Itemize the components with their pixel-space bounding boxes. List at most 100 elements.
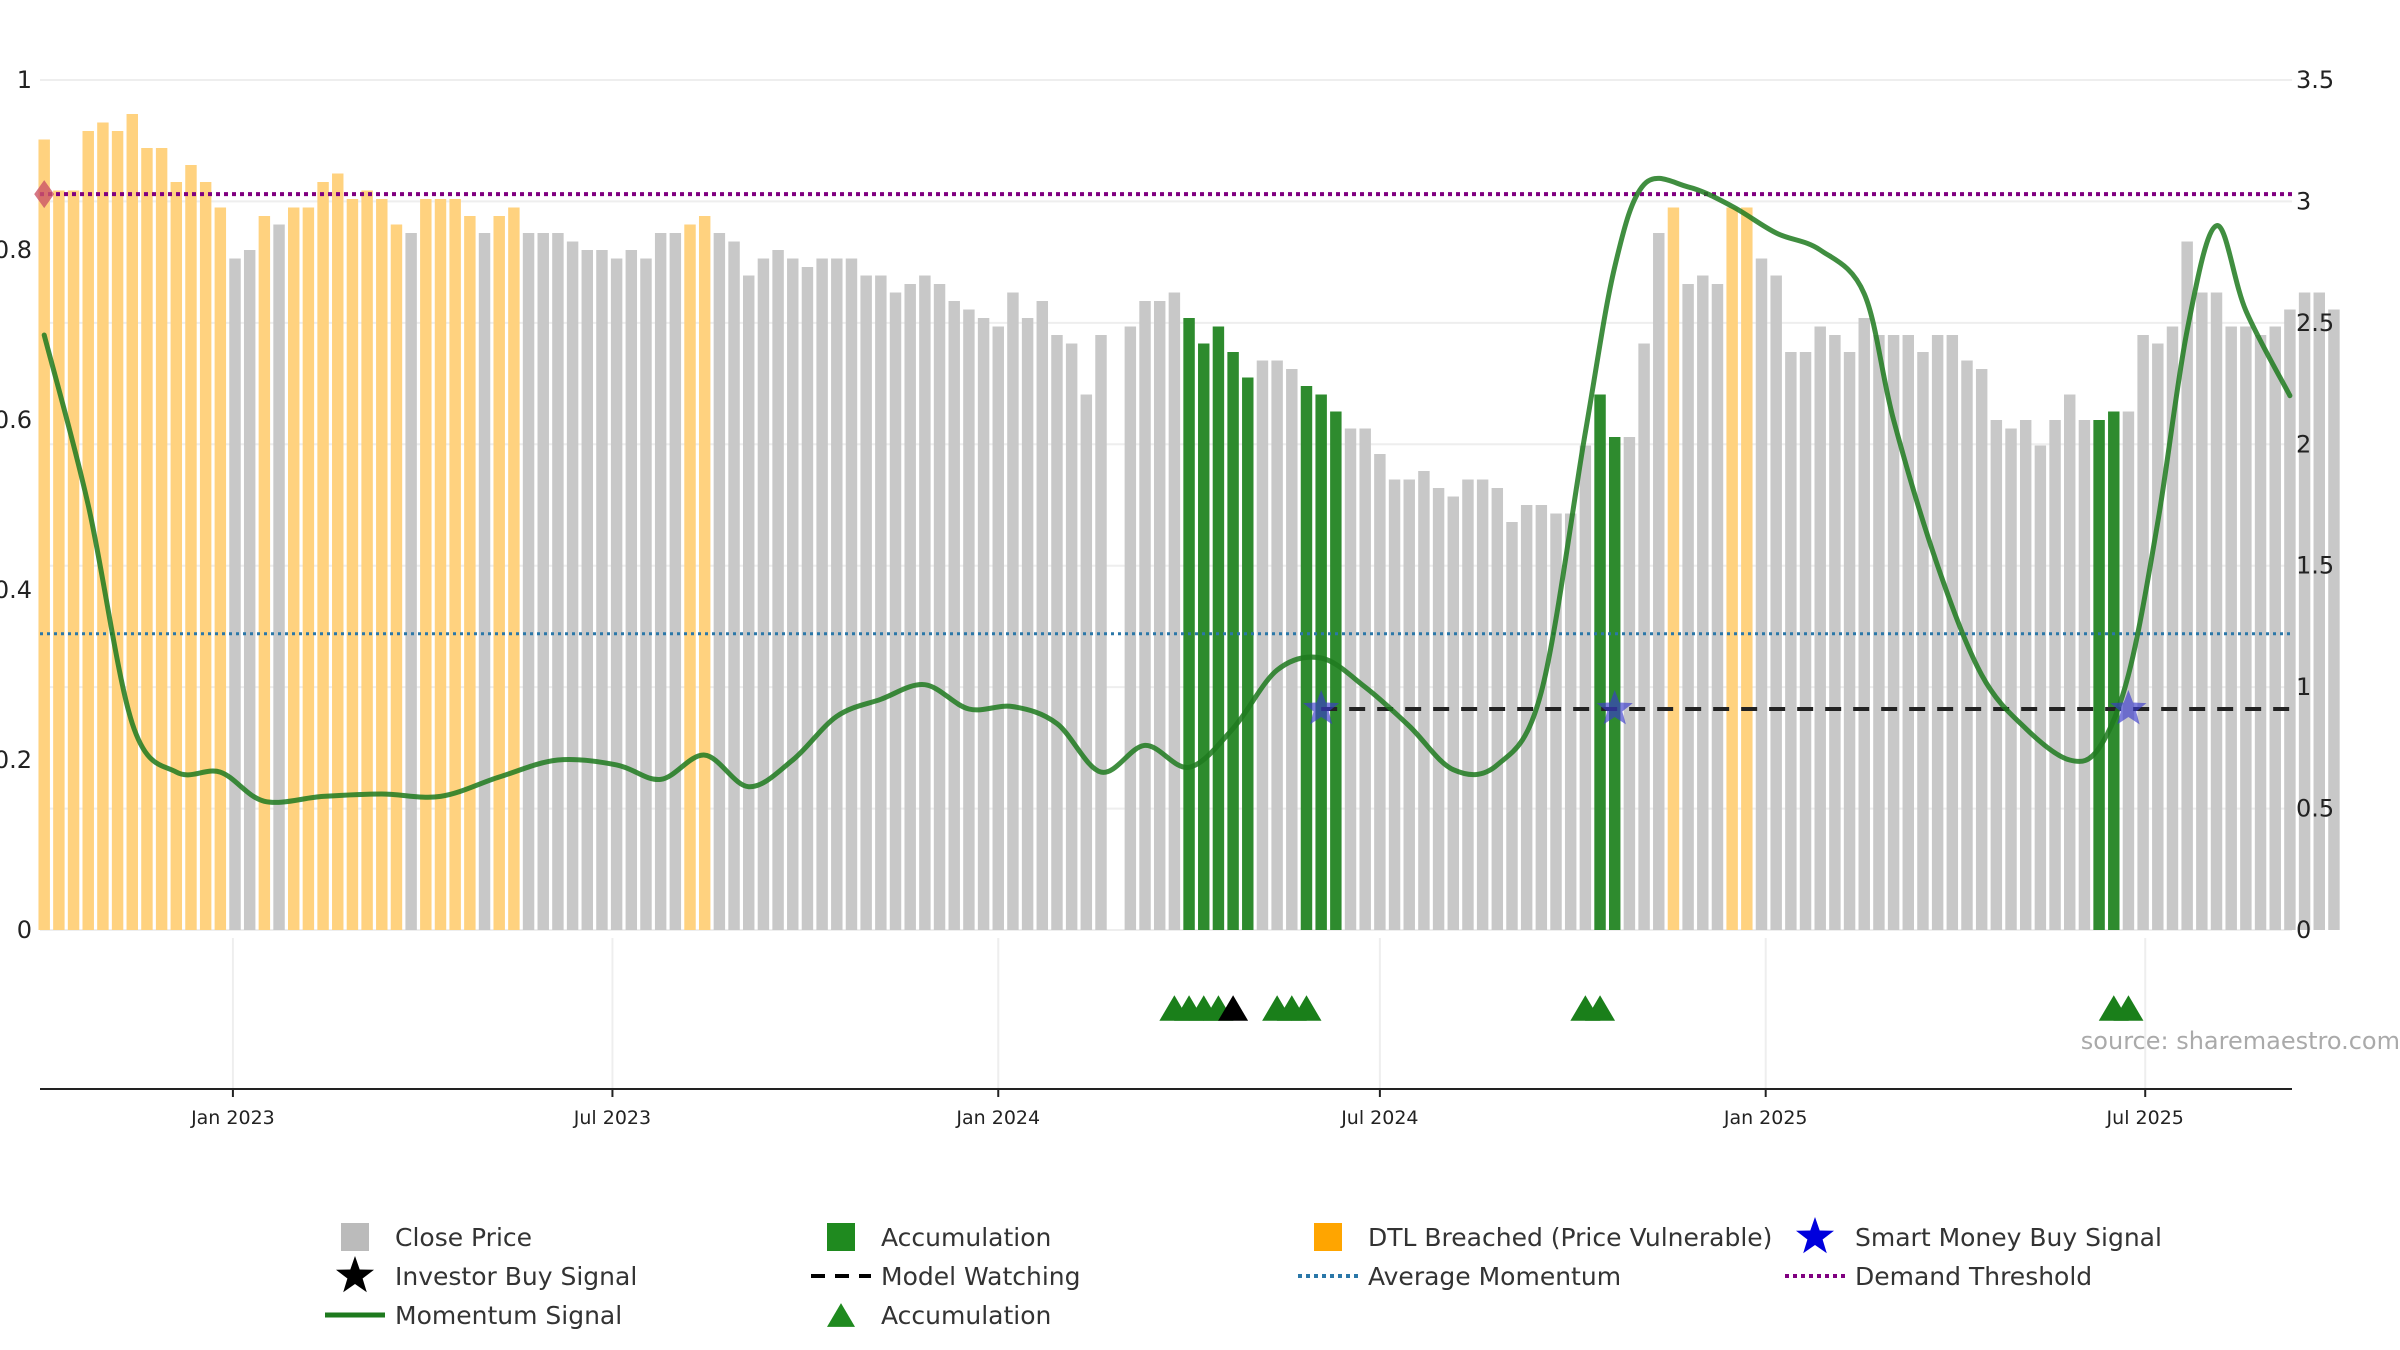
x-axis-tick-label: Jul 2024 [1340, 1107, 1418, 1129]
dtl-bar [1726, 207, 1738, 930]
close-price-bar [2049, 420, 2061, 930]
legend-label: Accumulation [881, 1223, 1051, 1252]
close-price-bar [2210, 292, 2223, 930]
dtl-bar [67, 190, 80, 930]
dtl-bar [170, 182, 183, 930]
close-price-bar [2298, 292, 2311, 930]
close-price-bar [1682, 284, 1694, 930]
dtl-bar [332, 173, 344, 930]
smart-money-buy-star [1596, 690, 1633, 725]
dtl-bar [684, 224, 696, 930]
close-price-bar [1579, 445, 1592, 930]
close-price-bar [1403, 479, 1415, 930]
close-price-bar [1917, 352, 1929, 930]
close-price-bar [889, 292, 902, 930]
accumulation-bar [1227, 352, 1239, 930]
close-price-bar [669, 233, 682, 930]
accumulation-bar [2108, 411, 2120, 930]
close-price-bar [713, 233, 726, 930]
close-price-bar [1520, 505, 1533, 930]
close-price-bar [1623, 437, 1636, 930]
close-price-bar [640, 258, 652, 930]
source-label: source: sharemaestro.com [2081, 1027, 2400, 1055]
legend-triangle-icon [827, 1303, 855, 1327]
close-price-bar [787, 258, 799, 930]
dtl-bar [493, 216, 505, 930]
close-price-bar [1344, 428, 1357, 930]
dtl-bar [155, 148, 168, 930]
right-axis-tick-label: 2 [2296, 430, 2311, 458]
legend-label: Demand Threshold [1855, 1262, 2092, 1291]
signal-lines [40, 175, 2293, 805]
dtl-bar [287, 207, 300, 930]
legend-square-swatch [827, 1223, 855, 1251]
close-price-bars [38, 114, 2340, 930]
accumulation-bar [2093, 420, 2105, 930]
investor-buy-triangle [1218, 995, 1249, 1021]
close-price-bar [2137, 335, 2149, 930]
accumulation-bar [1315, 394, 1327, 930]
legend-square-swatch [341, 1223, 369, 1251]
close-price-bar [992, 326, 1004, 930]
dtl-bar [361, 190, 373, 930]
close-price-bar [1080, 394, 1093, 930]
close-price-bar [816, 258, 828, 930]
close-price-bar [1785, 352, 1797, 930]
dtl-bar [317, 182, 329, 930]
accumulation-bar [1198, 343, 1210, 930]
close-price-bar [1139, 301, 1151, 930]
close-price-bar [1550, 513, 1562, 930]
accumulation-bar [1608, 437, 1621, 930]
close-price-bar [1755, 258, 1768, 930]
close-price-bar [1697, 275, 1709, 930]
accumulation-bar [1330, 411, 1342, 930]
close-price-bar [831, 258, 843, 930]
close-price-bar [963, 309, 975, 930]
dtl-bar [376, 199, 388, 930]
dtl-bar [464, 216, 476, 930]
legend-label: Close Price [395, 1223, 532, 1252]
close-price-bar [1256, 360, 1269, 930]
close-price-bar [581, 250, 593, 930]
dtl-bar [38, 139, 50, 930]
dtl-bar [698, 216, 711, 930]
accumulation-bar [1242, 377, 1254, 930]
smart-money-buy-star [1303, 690, 1340, 725]
left-axis-tick-label: 0.8 [0, 236, 32, 264]
dtl-bar [97, 122, 109, 930]
close-price-bar [2181, 241, 2193, 930]
close-price-bar [1418, 471, 1430, 930]
threshold-diamond-marker [34, 180, 55, 209]
close-price-bar [1095, 335, 1107, 930]
close-price-bar [875, 275, 887, 930]
accumulation-bar [1594, 394, 1606, 930]
x-axis-tick-label: Jul 2023 [573, 1107, 651, 1129]
right-axis-tick-label: 0.5 [2296, 795, 2334, 823]
close-price-bar [933, 284, 946, 930]
legend-label: Model Watching [881, 1262, 1081, 1291]
close-price-bar [1476, 479, 1489, 930]
legend-star-icon [336, 1256, 374, 1293]
close-price-bar [1021, 318, 1034, 930]
legend: Close Price Accumulation DTL Breached (Pri… [325, 1217, 2162, 1330]
dtl-bar [214, 207, 227, 930]
close-price-bar [1902, 335, 1915, 930]
close-price-bar [2196, 292, 2208, 930]
close-price-bar [1535, 505, 1548, 930]
dtl-bar [141, 148, 153, 930]
dtl-bar [449, 199, 461, 930]
close-price-bar [2225, 326, 2237, 930]
dtl-bar [258, 216, 271, 930]
close-price-bar [1168, 292, 1181, 930]
close-price-bar [2005, 428, 2017, 930]
close-price-bar [1036, 301, 1049, 930]
legend-label: Accumulation [881, 1301, 1051, 1330]
left-axis-tick-label: 1 [17, 66, 32, 94]
close-price-bar [2166, 326, 2179, 930]
close-price-bar [772, 250, 784, 930]
accumulation-triangle [2113, 995, 2144, 1021]
close-price-bar [405, 233, 417, 930]
dtl-bar [126, 114, 138, 930]
dtl-bar [199, 182, 212, 930]
close-price-bar [2152, 343, 2164, 930]
